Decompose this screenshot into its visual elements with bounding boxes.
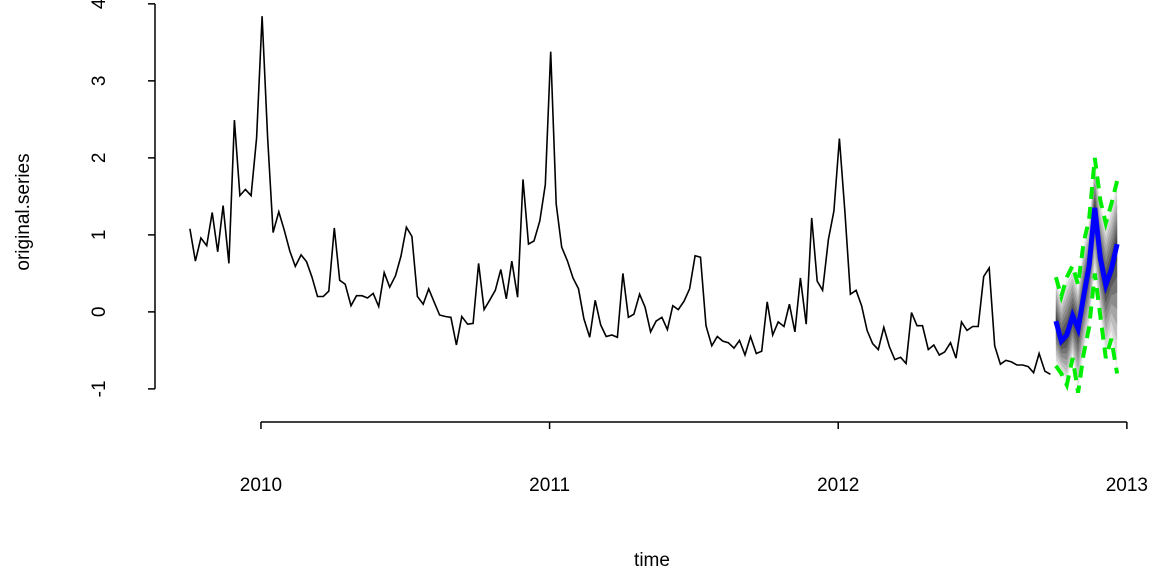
y-tick-label: 0 bbox=[89, 307, 110, 318]
forecast-lower bbox=[1054, 273, 1120, 394]
forecast-upper bbox=[1053, 157, 1120, 304]
y-axis-title: original.series bbox=[13, 153, 34, 270]
x-tick-label: 2011 bbox=[529, 475, 570, 496]
y-tick-label: 2 bbox=[89, 153, 110, 164]
y-tick-label: 4 bbox=[89, 0, 110, 9]
x-axis-title: time bbox=[634, 550, 670, 571]
x-tick-label: 2012 bbox=[817, 475, 859, 496]
y-tick-label: -1 bbox=[89, 380, 110, 397]
series-line bbox=[189, 16, 1051, 375]
y-tick-label: 1 bbox=[89, 230, 110, 241]
y-tick-label: 3 bbox=[89, 76, 110, 87]
x-tick-label: 2010 bbox=[240, 475, 282, 496]
forecast-mean bbox=[1053, 207, 1120, 347]
x-tick-label: 2013 bbox=[1106, 475, 1148, 496]
